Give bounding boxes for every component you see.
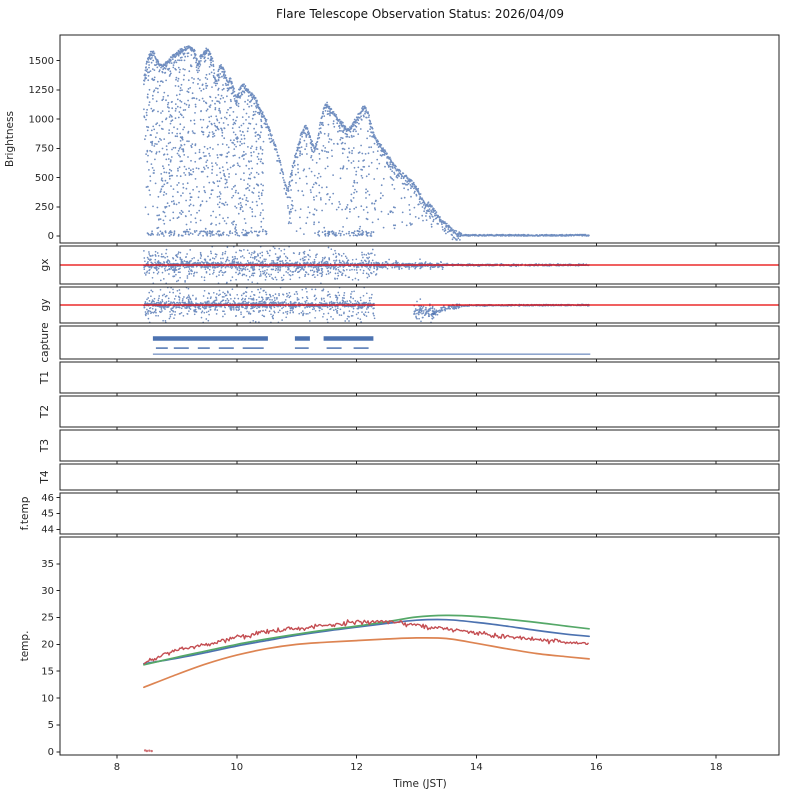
panel-gy: gy: [39, 286, 780, 327]
panel-gy-frame: [59, 286, 780, 324]
panel-temp-frame: [59, 536, 780, 756]
y-axis-label-gx: gx: [39, 259, 51, 272]
brightness-scatter: [143, 45, 590, 241]
ftemp-ytick-label: 46: [41, 493, 54, 504]
panel-t4-frame: [59, 463, 780, 491]
temp-ytick-label: 0: [48, 747, 54, 758]
x-tick-label: 8: [114, 762, 120, 773]
x-tick-label: 12: [350, 762, 363, 773]
panel-t3: T3: [39, 429, 780, 465]
panel-t2-frame: [59, 395, 780, 428]
panel-layer: 0250500750100012501500Brightnessgxgycapt…: [4, 34, 780, 773]
brightness-ytick-label: 1250: [29, 85, 54, 96]
y-axis-label-ftemp: f.temp: [19, 496, 31, 530]
panel-brightness: 0 250 500 750 1000 1250 1500 Brightness: [4, 34, 780, 247]
temp-ytick-label: 15: [41, 666, 54, 677]
x-tick-label: 18: [710, 762, 723, 773]
x-tick-label: 14: [470, 762, 483, 773]
panel-t2: T2: [39, 395, 780, 431]
brightness-ytick-label: 1000: [29, 114, 54, 125]
temp-ytick-label: 10: [41, 693, 54, 704]
y-axis-label-t3: T3: [39, 439, 51, 453]
x-axis-title: Time (JST): [392, 778, 446, 790]
temp-ytick-label: 35: [41, 559, 54, 570]
panel-t1-frame: [59, 361, 780, 394]
ftemp-ytick-label: 45: [41, 509, 54, 520]
panel-temp: 0 5 10 15 20 25 30 35 temp.: [19, 536, 780, 759]
temp-line-orange: [143, 637, 590, 689]
panel-ftemp: 44 45 46 f.temp: [19, 492, 780, 538]
brightness-ytick-label: 750: [35, 144, 54, 155]
panel-gx-frame: [59, 245, 780, 285]
brightness-ytick-label: 1500: [29, 56, 54, 67]
brightness-ytick-label: 250: [35, 202, 54, 213]
temp-ytick-label: 5: [48, 720, 54, 731]
ftemp-ytick-label: 44: [41, 525, 54, 536]
y-axis-label-brightness: Brightness: [4, 111, 16, 167]
temp-ytick-label: 30: [41, 586, 54, 597]
panel-gx: gx: [39, 245, 780, 288]
y-axis-label-temp: temp.: [19, 631, 31, 662]
panel-capture: capture: [39, 322, 780, 363]
panel-brightness-frame: [59, 34, 780, 244]
y-axis-label-capture: capture: [39, 322, 51, 362]
temp-ytick-label: 25: [41, 613, 54, 624]
panel-t3-frame: [59, 429, 780, 462]
y-axis-label-t2: T2: [39, 405, 51, 419]
panel-capture-frame: [59, 325, 780, 360]
temp-line-red: [143, 619, 590, 665]
y-axis-label-t4: T4: [39, 470, 51, 484]
brightness-ytick-label: 500: [35, 173, 54, 184]
temp-red-start-dots: [143, 749, 153, 753]
temp-line-green: [143, 614, 590, 666]
chart-title: Flare Telescope Observation Status: 2026…: [276, 7, 564, 21]
temp-line-blue: [143, 618, 590, 665]
temp-ytick-label: 20: [41, 640, 54, 651]
y-axis-label-t1: T1: [39, 371, 51, 385]
x-tick-label: 16: [590, 762, 603, 773]
panel-ftemp-frame: [59, 492, 780, 535]
panel-t1: T1: [39, 361, 780, 397]
x-tick-label: 10: [230, 762, 243, 773]
panel-t4: T4: [39, 463, 780, 494]
brightness-ytick-label: 0: [48, 231, 54, 242]
y-axis-label-gy: gy: [39, 299, 51, 312]
gy-recovery-scatter: [431, 303, 590, 316]
